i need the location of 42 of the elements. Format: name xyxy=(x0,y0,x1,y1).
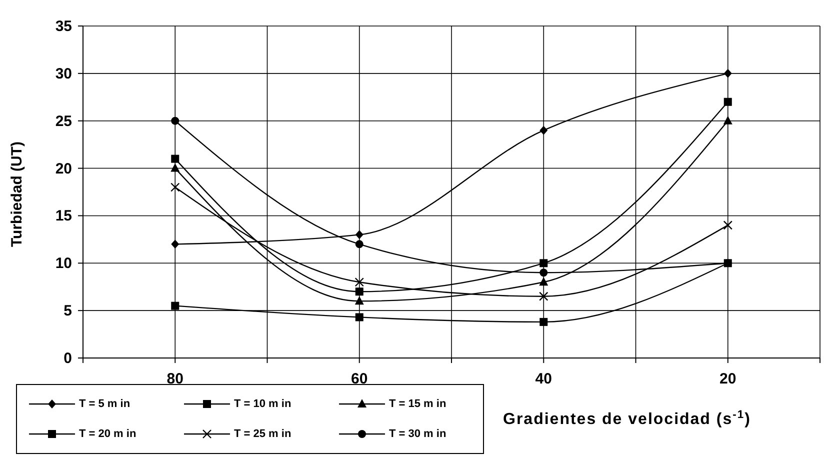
y-tick-label: 30 xyxy=(55,65,72,82)
x-tick-label: 80 xyxy=(166,370,184,388)
point xyxy=(724,68,732,78)
y-tick-label: 10 xyxy=(55,255,72,272)
legend-label: T = 15 m in xyxy=(389,398,446,410)
point xyxy=(539,277,548,286)
legend-label: T = 25 m in xyxy=(234,428,292,440)
point xyxy=(540,318,548,326)
y-tick-label: 35 xyxy=(55,18,72,35)
x-tick-label: 40 xyxy=(535,370,552,388)
x-tick-label: 20 xyxy=(720,370,736,388)
point xyxy=(540,259,548,268)
point xyxy=(170,182,180,192)
point xyxy=(170,163,180,172)
point xyxy=(171,116,180,125)
y-tick-label: 5 xyxy=(64,302,72,320)
x-tick-label: 60 xyxy=(351,370,368,388)
legend-label: T = 10 m in xyxy=(234,398,292,410)
point xyxy=(540,126,548,135)
point xyxy=(171,302,180,310)
point xyxy=(355,240,364,248)
y-axis-title: Turbiedad (UT) xyxy=(8,141,26,247)
y-tick-label: 25 xyxy=(55,112,72,130)
point xyxy=(724,98,732,106)
x-axis-title: Gradientes de velocidad (s$^{-1}$) xyxy=(503,409,751,428)
legend-label: T = 30 m in xyxy=(389,428,446,440)
point xyxy=(723,220,732,230)
y-tick-label: 15 xyxy=(55,208,72,225)
point xyxy=(355,230,364,240)
point xyxy=(355,288,364,296)
point xyxy=(354,296,364,305)
point xyxy=(355,313,364,322)
point xyxy=(171,240,180,249)
legend-label: T = 5 m in xyxy=(79,398,130,410)
y-tick-label: 0 xyxy=(64,350,72,367)
point xyxy=(354,278,364,287)
legend-label: T = 20 m in xyxy=(79,428,136,440)
point xyxy=(171,154,180,163)
point xyxy=(723,116,732,124)
y-tick-label: 20 xyxy=(55,160,72,178)
point xyxy=(539,292,548,301)
point xyxy=(540,268,548,277)
